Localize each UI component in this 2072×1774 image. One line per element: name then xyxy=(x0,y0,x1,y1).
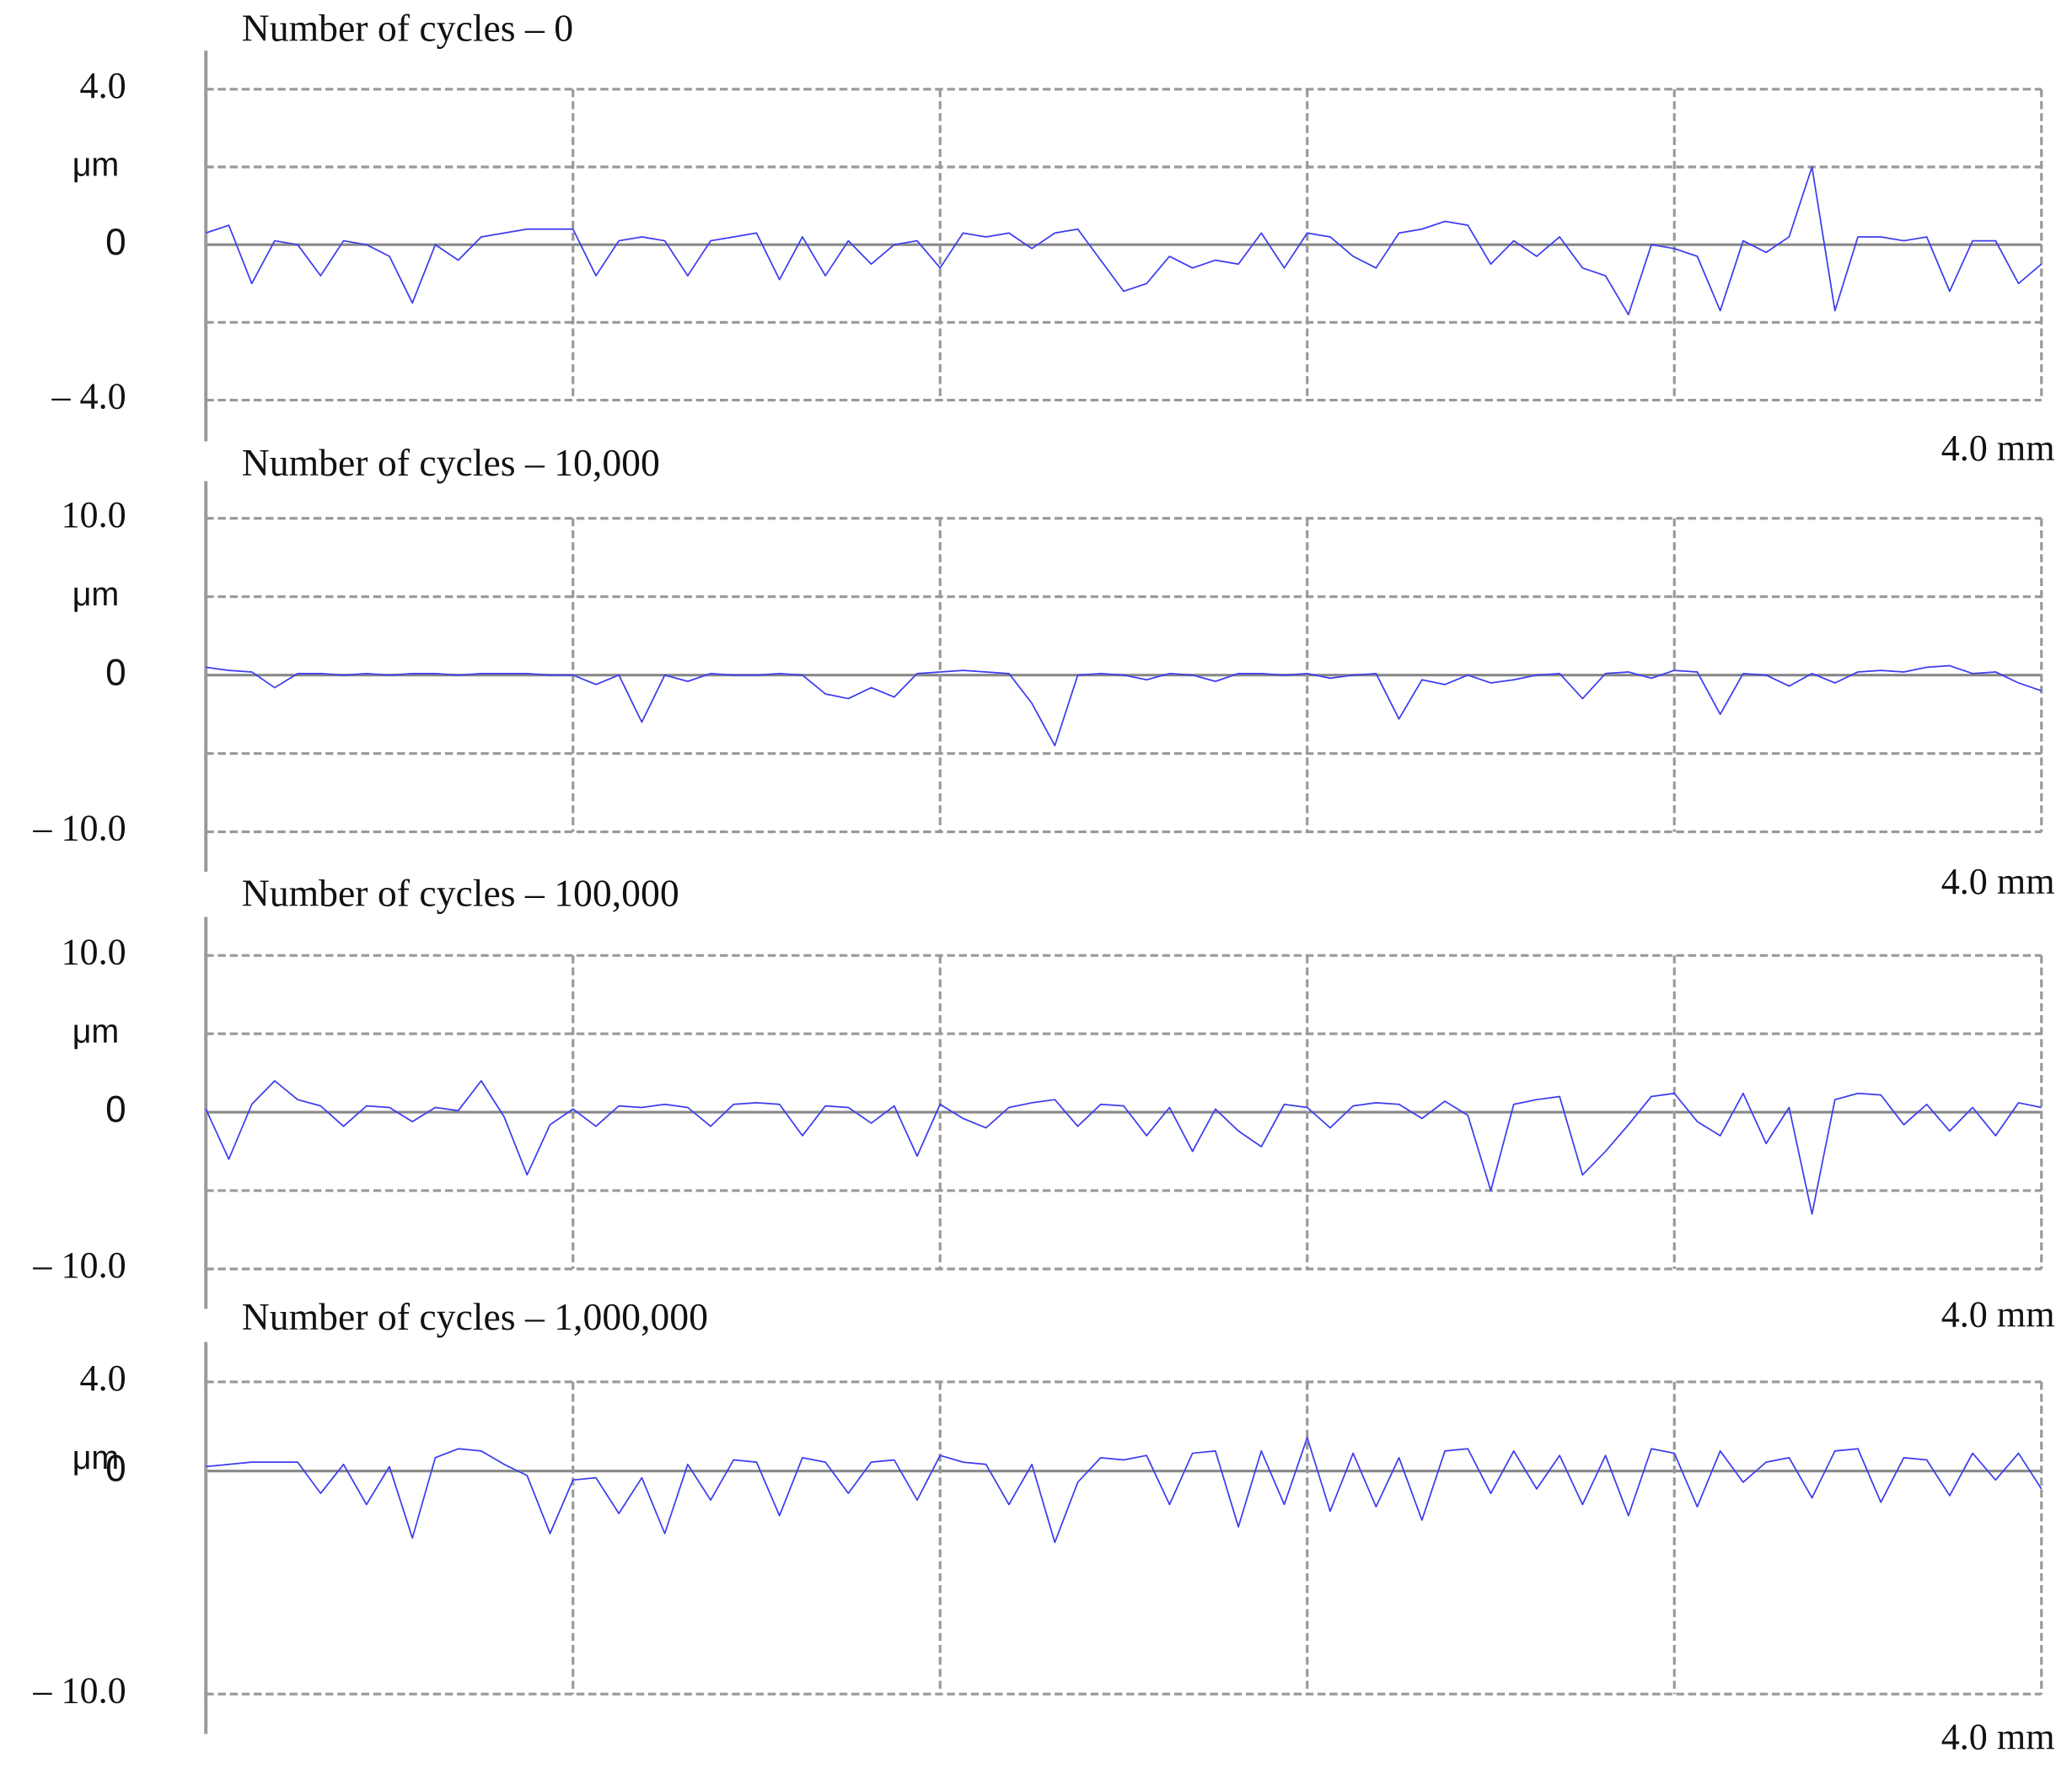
chart-title: Number of cycles – 100,000 xyxy=(242,871,679,914)
y-tick-label: 4.0 xyxy=(80,65,126,106)
y-tick-label: – 4.0 xyxy=(51,376,126,417)
y-unit-label: μm xyxy=(72,576,120,613)
x-tick-label: 4.0 mm xyxy=(1941,1293,2055,1335)
y-tick-label: 0 xyxy=(105,1089,126,1131)
chart-title: Number of cycles – 0 xyxy=(242,7,573,50)
y-tick-label: – 10.0 xyxy=(32,808,126,849)
y-tick-label: 10.0 xyxy=(61,931,126,972)
chart-title: Number of cycles – 10,000 xyxy=(242,441,660,484)
x-tick-label: 4.0 mm xyxy=(1941,427,2055,469)
x-tick-label: 4.0 mm xyxy=(1941,861,2055,902)
y-unit-label: μm xyxy=(72,146,120,183)
chart-title: Number of cycles – 1,000,000 xyxy=(242,1295,708,1338)
profile-line xyxy=(205,166,2042,316)
profile-line xyxy=(205,1080,2042,1215)
profile-line xyxy=(206,664,2042,747)
y-tick-label: – 10.0 xyxy=(32,1244,126,1286)
y-unit-label: μm xyxy=(72,1013,120,1051)
y-tick-label: 0 xyxy=(105,652,126,693)
y-tick-label: 0 xyxy=(105,222,126,263)
y-tick-label: – 10.0 xyxy=(32,1669,126,1711)
profile-line xyxy=(206,1437,2042,1544)
y-unit-label: μm xyxy=(72,1439,120,1476)
x-tick-label: 4.0 mm xyxy=(1941,1716,2055,1757)
y-tick-label: 10.0 xyxy=(61,494,126,535)
y-tick-label: 4.0 xyxy=(80,1357,126,1399)
y-tick-label: 0 xyxy=(105,1448,126,1489)
